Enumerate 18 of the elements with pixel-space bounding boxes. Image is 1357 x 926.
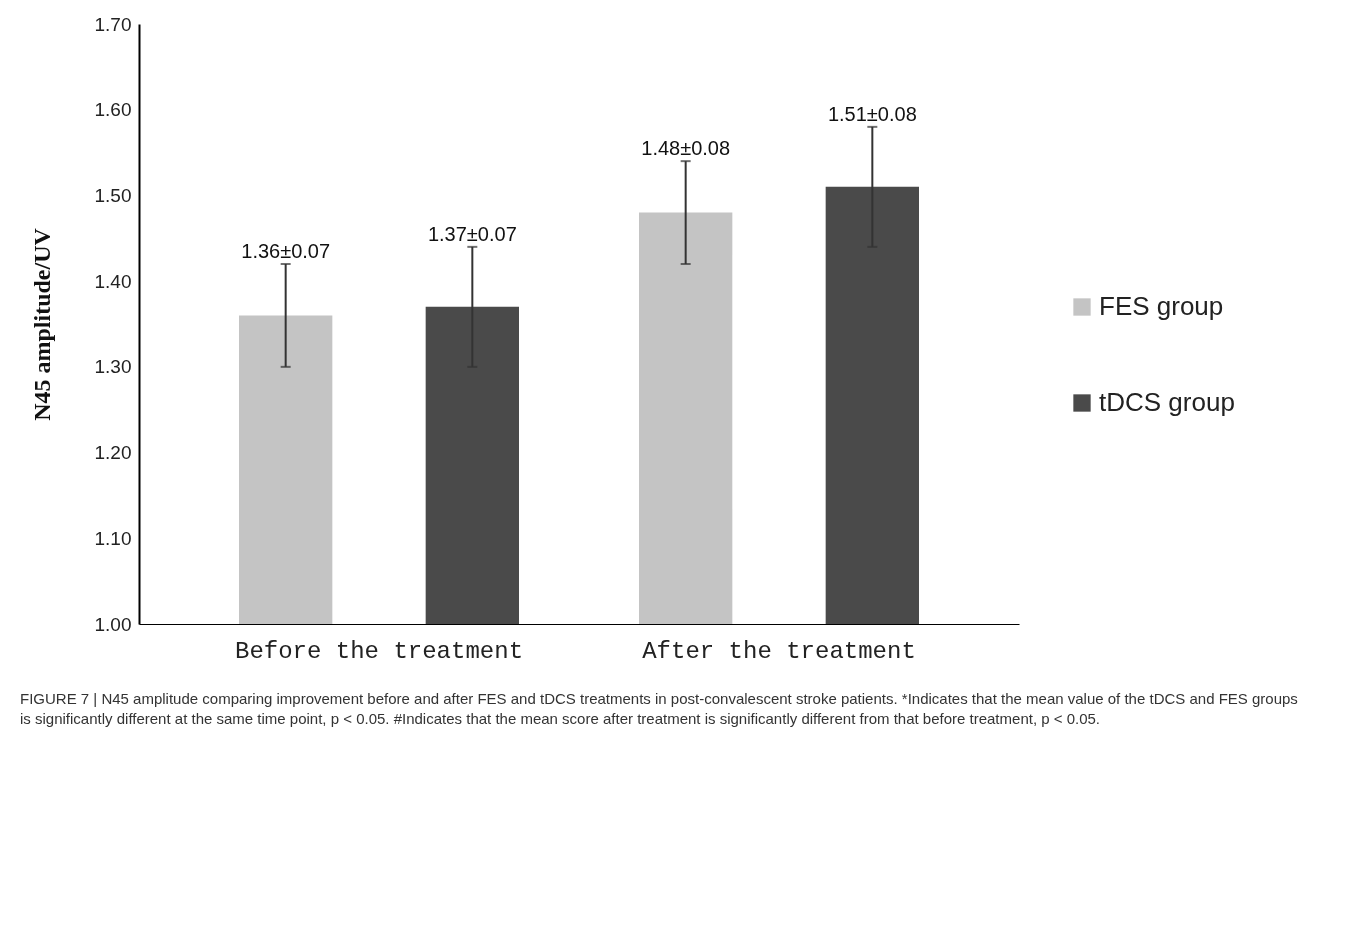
y-tick-label: 1.20 [94, 442, 132, 464]
data-label: 1.37±0.07 [427, 222, 517, 245]
caption: FIGURE 7 | N45 amplitude comparing improvement before and after FES and tDCS treatments in post-convalescent stroke patients. *Indicates that the mean value of the tDCS and FES groups is significantly different at the same time point, p < 0.05. #Indicates that the mean score after treatment is significantly different from that before treatment, p < 0.05. [20, 689, 1299, 730]
data-label: 1.48±0.08 [641, 137, 731, 160]
y-tick-label: 1.40 [94, 270, 132, 292]
legend-label: FES group [1099, 291, 1224, 321]
y-tick-label: 1.70 [94, 13, 132, 35]
y-tick-label: 1.50 [94, 184, 132, 206]
y-tick-label: 1.30 [94, 356, 132, 378]
data-label: 1.51±0.08 [827, 102, 917, 125]
y-tick-label: 1.00 [94, 613, 132, 635]
y-tick-label: 1.10 [94, 527, 132, 549]
x-tick-label: After the treatment [642, 637, 916, 665]
data-label: 1.36±0.07 [241, 240, 331, 262]
legend-label: tDCS group [1099, 387, 1235, 417]
y-tick-label: 1.60 [94, 99, 132, 121]
y-axis-title: N45 amplitude/UV [28, 227, 55, 421]
x-tick-label: Before the treatment [234, 637, 524, 665]
